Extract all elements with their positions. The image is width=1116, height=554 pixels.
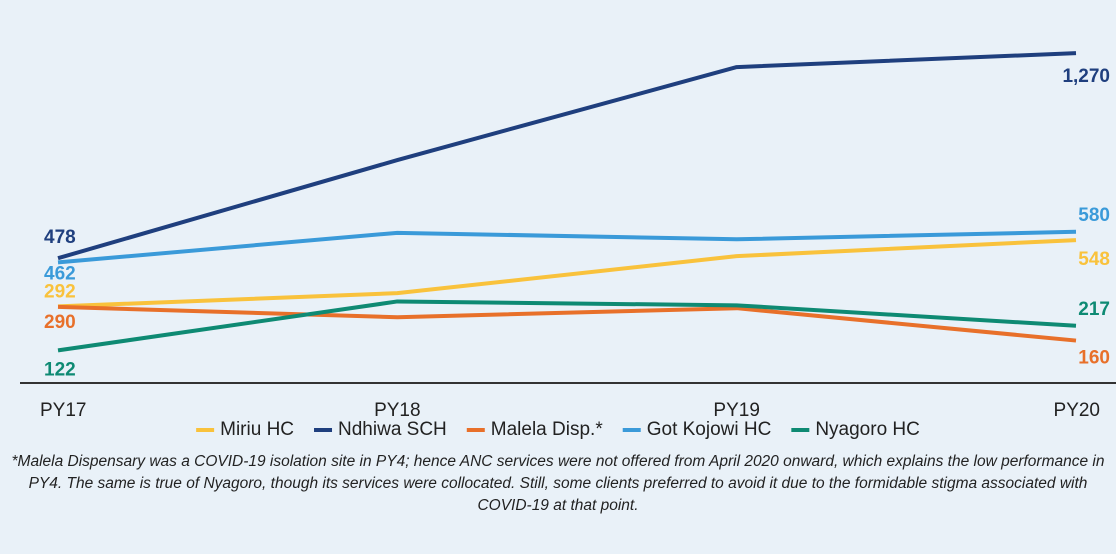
data-label: 462 (44, 263, 76, 284)
legend-label: Got Kojowi HC (647, 419, 772, 440)
x-tick-label: PY18 (374, 400, 420, 421)
data-label: 580 (1078, 205, 1110, 226)
data-label: 292 (44, 281, 76, 302)
series-line (57, 238, 1077, 309)
legend-label: Ndhiwa SCH (338, 419, 447, 440)
series-line (57, 51, 1077, 261)
data-label: 290 (44, 312, 76, 333)
legend-label: Malela Disp.* (491, 419, 604, 440)
series-line (57, 299, 1077, 353)
data-label: 548 (1078, 249, 1110, 270)
data-label: 160 (1078, 348, 1110, 369)
legend-label: Miriu HC (220, 419, 294, 440)
data-label: 478 (44, 227, 76, 248)
x-tick-label: PY17 (40, 400, 86, 421)
legend-label: Nyagoro HC (815, 419, 920, 440)
x-tick-label: PY20 (1054, 400, 1100, 421)
series-line (57, 304, 1077, 343)
x-tick-label: PY19 (713, 400, 759, 421)
data-label: 217 (1078, 299, 1110, 320)
data-label: 1,270 (1062, 66, 1110, 87)
chart: PY17 PY18 PY19 PY20 292 548 478 1,270 290 160 462 5… (20, 51, 1116, 440)
series-line (57, 229, 1077, 265)
footnote: *Malela Dispensary was a COVID-19 isolat… (11, 453, 1105, 514)
data-label: 122 (44, 359, 76, 380)
